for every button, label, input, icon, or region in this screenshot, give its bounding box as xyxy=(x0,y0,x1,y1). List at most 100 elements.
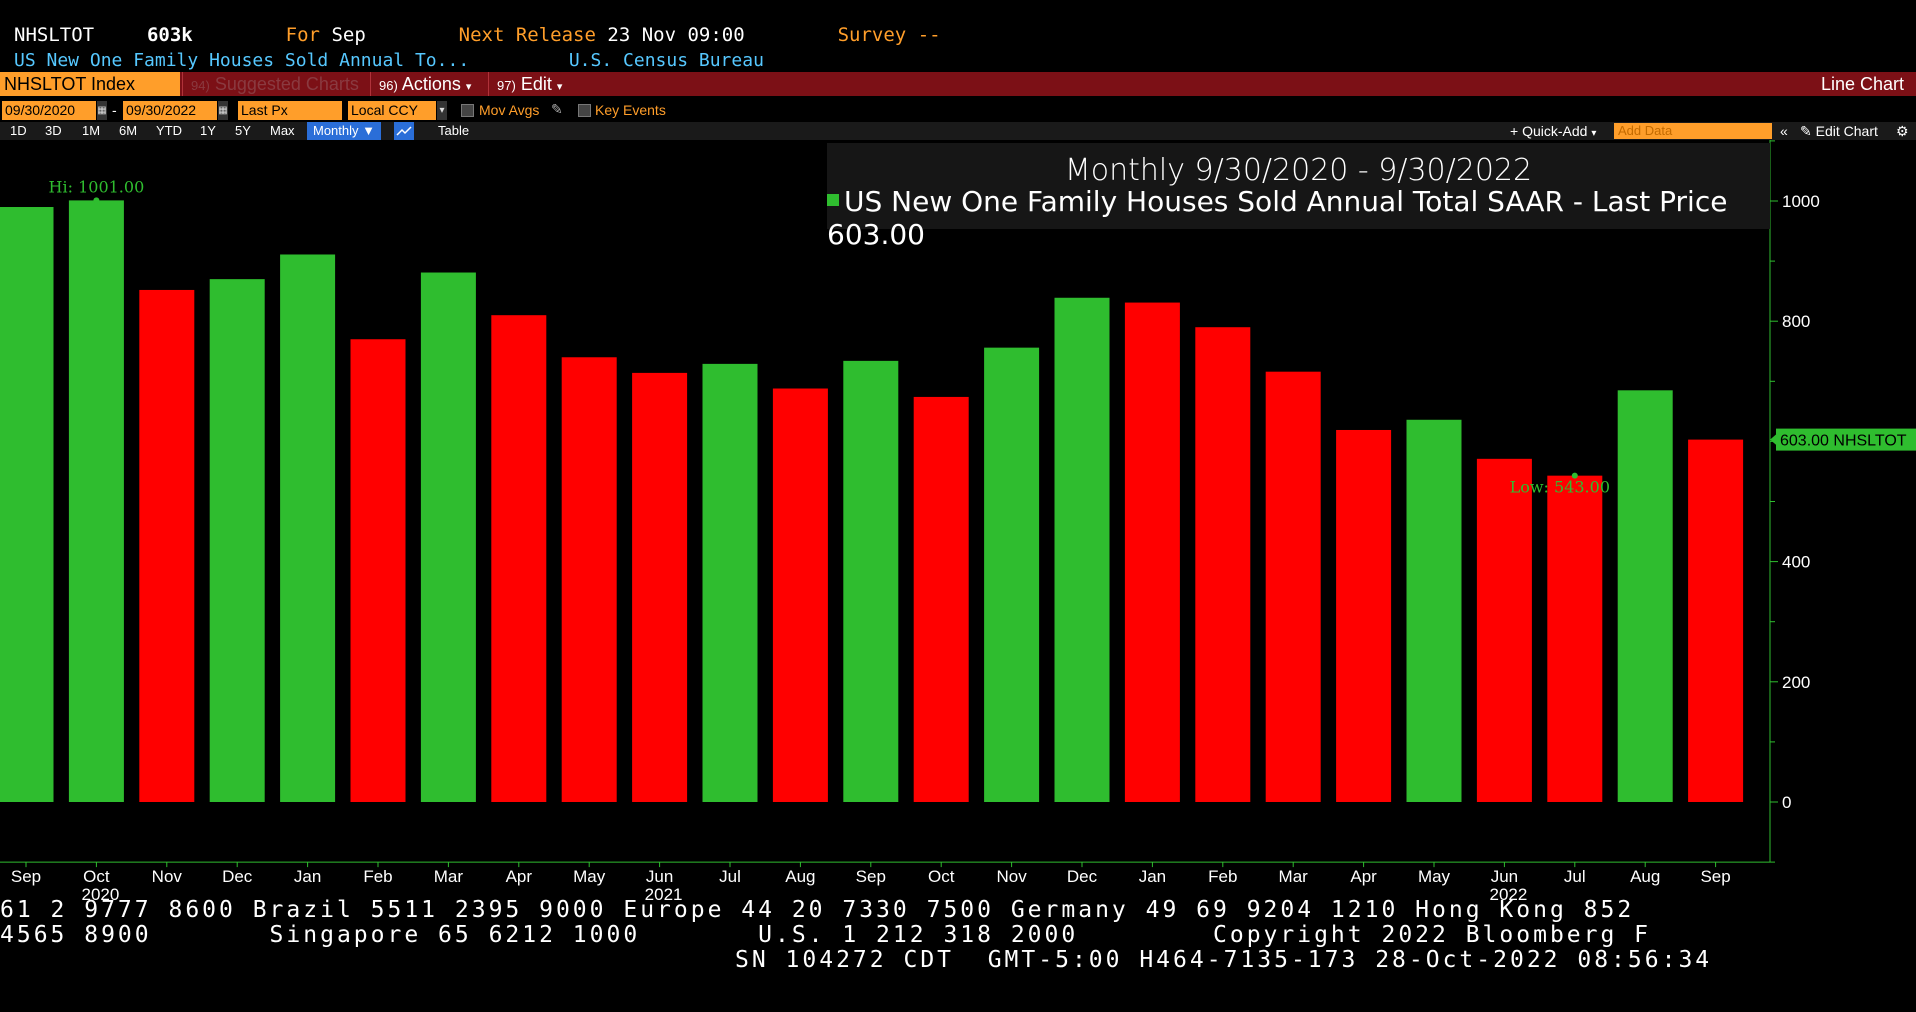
legend-entry[interactable]: US New One Family Houses Sold Annual Tot… xyxy=(827,185,1756,251)
chevron-down-icon[interactable]: ▾ xyxy=(437,101,447,120)
bar-oct-1[interactable] xyxy=(68,200,124,803)
x-tick-label: Oct xyxy=(83,867,110,886)
chevron-down-icon: ▼ xyxy=(362,123,376,138)
actions-number: 96) xyxy=(379,78,398,93)
hi-marker xyxy=(93,197,100,204)
x-tick-label: Aug xyxy=(1630,867,1660,886)
bar-jul-10[interactable] xyxy=(702,363,758,802)
bar-sep-24[interactable] xyxy=(1688,439,1744,802)
bar-dec-15[interactable] xyxy=(1054,297,1110,802)
security-description: US New One Family Houses Sold Annual To.… xyxy=(14,50,470,71)
bar-oct-13[interactable] xyxy=(913,396,969,802)
year-label: 2022 xyxy=(1489,885,1527,900)
suggested-charts-number: 94) xyxy=(191,78,210,93)
bar-nov-2[interactable] xyxy=(139,289,195,802)
period-5y[interactable]: 5Y xyxy=(235,123,251,138)
bar-sep-12[interactable] xyxy=(843,360,899,802)
chevron-down-icon: ▾ xyxy=(1591,128,1597,139)
hi-label: Hi: 1001.00 xyxy=(49,177,145,196)
edit-chart-button[interactable]: ✎ Edit Chart xyxy=(1800,122,1878,140)
security-description-row: US New One Family Houses Sold Annual To.… xyxy=(14,50,764,71)
bar-sep-0[interactable] xyxy=(0,207,54,802)
quick-add-button[interactable]: + Quick-Add ▾ xyxy=(1510,122,1596,140)
mov-avgs-checkbox[interactable] xyxy=(461,104,474,117)
price-field-select[interactable]: Last Px xyxy=(238,101,342,120)
x-tick-label: Sep xyxy=(856,867,886,886)
y-tick-label: 200 xyxy=(1782,673,1810,692)
y-tick-label: 400 xyxy=(1782,553,1810,572)
x-tick-label: Nov xyxy=(152,867,183,886)
edit-menu[interactable]: 97) Edit ▾ xyxy=(488,72,570,96)
bar-jun-21[interactable] xyxy=(1476,458,1532,802)
x-tick-label: May xyxy=(1418,867,1451,886)
bar-jan-16[interactable] xyxy=(1124,302,1180,802)
chart-legend[interactable]: Monthly 9/30/2020 - 9/30/2022 US New One… xyxy=(827,143,1770,251)
pencil-icon[interactable]: ✎ xyxy=(551,101,563,117)
bar-may-8[interactable] xyxy=(561,357,617,802)
add-data-input[interactable]: Add Data xyxy=(1614,123,1772,139)
legend-series-name: US New One Family Houses Sold Annual Tot… xyxy=(844,185,1728,218)
y-tick-label: 800 xyxy=(1782,312,1810,331)
pencil-icon: ✎ xyxy=(1800,123,1812,139)
collapse-icon[interactable]: « xyxy=(1780,123,1788,139)
suggested-charts-button[interactable]: 94) Suggested Charts xyxy=(182,72,367,96)
bar-aug-23[interactable] xyxy=(1617,390,1673,802)
index-field[interactable]: NHSLTOT Index xyxy=(0,72,180,96)
period-1d[interactable]: 1D xyxy=(10,123,27,138)
security-header: NHSLTOT 603k For Sep Next Release 23 Nov… xyxy=(14,24,941,46)
period-max[interactable]: Max xyxy=(270,123,295,138)
x-tick-label: Nov xyxy=(996,867,1027,886)
bar-may-20[interactable] xyxy=(1406,419,1462,802)
bar-nov-14[interactable] xyxy=(984,347,1040,802)
current-value: 603k xyxy=(146,24,193,46)
period-1m[interactable]: 1M xyxy=(82,123,101,138)
start-date-field[interactable]: 09/30/2020 xyxy=(2,101,96,120)
calendar-icon[interactable]: ▦ xyxy=(218,101,228,120)
bar-feb-17[interactable] xyxy=(1195,327,1251,802)
actions-menu[interactable]: 96) Actions ▾ xyxy=(370,72,479,96)
currency-select[interactable]: Local CCY xyxy=(348,101,436,120)
line-chart-icon[interactable] xyxy=(394,122,414,140)
year-label: 2021 xyxy=(645,885,683,900)
bar-jan-4[interactable] xyxy=(280,254,336,802)
bar-feb-5[interactable] xyxy=(350,339,406,802)
key-events-label[interactable]: Key Events xyxy=(595,102,666,118)
table-button[interactable]: Table xyxy=(438,123,470,138)
next-release-label: Next Release xyxy=(458,24,596,46)
period-1y[interactable]: 1Y xyxy=(200,123,216,138)
period-ytd[interactable]: YTD xyxy=(156,123,182,138)
plus-icon: + xyxy=(1510,123,1519,139)
frequency-select[interactable]: Monthly ▼ xyxy=(307,122,382,140)
next-release-value: 23 Nov 09:00 xyxy=(607,24,745,46)
bar-jul-22[interactable] xyxy=(1547,475,1603,802)
bar-apr-19[interactable] xyxy=(1336,429,1392,802)
calendar-icon[interactable]: ▦ xyxy=(97,101,107,120)
y-tick-label: 0 xyxy=(1782,793,1791,812)
chevron-down-icon: ▾ xyxy=(465,81,472,93)
legend-swatch xyxy=(827,194,839,206)
legend-last-price: 603.00 xyxy=(827,218,925,251)
x-tick-label: Oct xyxy=(928,867,955,886)
last-value-tag xyxy=(1776,428,1916,451)
period-3d[interactable]: 3D xyxy=(45,123,62,138)
mov-avgs-label[interactable]: Mov Avgs xyxy=(479,102,540,118)
period-toolbar: 1D 3D 1M 6M YTD 1Y 5Y Max Monthly ▼ Tabl… xyxy=(0,122,1916,140)
bar-dec-3[interactable] xyxy=(209,279,265,802)
bar-mar-6[interactable] xyxy=(420,272,476,802)
year-label: 2020 xyxy=(81,885,119,900)
ticker-symbol[interactable]: NHSLTOT xyxy=(14,24,95,46)
bar-jun-9[interactable] xyxy=(632,372,688,802)
gear-icon[interactable]: ⚙ xyxy=(1896,123,1909,139)
bar-aug-11[interactable] xyxy=(772,388,828,802)
for-label: For xyxy=(285,24,320,46)
chart-type-label[interactable]: Line Chart xyxy=(1820,74,1904,94)
bar-apr-7[interactable] xyxy=(491,315,547,802)
legend-title: Monthly 9/30/2020 - 9/30/2022 xyxy=(1064,153,1533,188)
edit-chart-label: Edit Chart xyxy=(1815,123,1878,139)
bar-mar-18[interactable] xyxy=(1265,371,1321,802)
key-events-checkbox[interactable] xyxy=(578,104,591,117)
quick-add-label: Quick-Add xyxy=(1522,123,1588,139)
x-tick-label: Jul xyxy=(719,867,741,886)
end-date-field[interactable]: 09/30/2022 xyxy=(123,101,217,120)
period-6m[interactable]: 6M xyxy=(119,123,138,138)
